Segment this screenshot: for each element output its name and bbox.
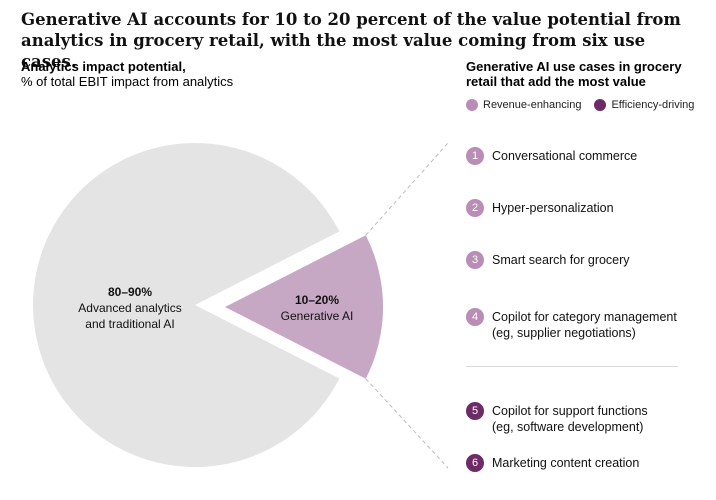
connector-line-bottom: [365, 378, 449, 469]
use-case-line: (eg, supplier negotiations): [492, 326, 636, 340]
use-case-label: Smart search for grocery: [492, 251, 702, 268]
use-case-line: Conversational commerce: [492, 149, 638, 163]
use-case-label: Marketing content creation: [492, 454, 702, 471]
pie-label-advanced-line1: Advanced analytics: [78, 301, 182, 315]
legend: Revenue-enhancing Efficiency-driving: [466, 99, 707, 111]
pie-slice-advanced-analytics: [32, 142, 340, 467]
use-case-line: Copilot for category management: [492, 310, 677, 324]
use-case-1: 1 Conversational commerce: [466, 147, 702, 165]
pie-label-advanced-line2: and traditional AI: [85, 317, 175, 331]
use-case-label: Conversational commerce: [492, 147, 702, 164]
use-case-3: 3 Smart search for grocery: [466, 251, 702, 269]
use-case-number: 2: [466, 199, 484, 217]
use-case-line: Hyper-personalization: [492, 201, 614, 215]
use-case-6: 6 Marketing content creation: [466, 454, 702, 472]
use-case-5: 5 Copilot for support functions (eg, sof…: [466, 402, 702, 435]
legend-label-revenue: Revenue-enhancing: [483, 99, 582, 111]
use-cases-heading: Generative AI use cases in grocery retai…: [466, 59, 682, 89]
use-case-2: 2 Hyper-personalization: [466, 199, 702, 217]
legend-dot-efficiency: [594, 99, 607, 111]
chart-unit-label: % of total EBIT impact from analytics: [21, 74, 234, 89]
pie-label-generative-ai: 10–20% Generative AI: [262, 292, 372, 324]
page-title: Generative AI accounts for 10 to 20 perc…: [21, 10, 681, 71]
legend-dot-revenue: [466, 99, 478, 111]
use-case-line: Marketing content creation: [492, 456, 640, 470]
use-case-label: Hyper-personalization: [492, 199, 702, 216]
chart-title: Analytics impact potential,: [21, 59, 186, 74]
chart-subtitle: Analytics impact potential, % of total E…: [21, 59, 233, 89]
use-case-number: 1: [466, 147, 484, 165]
use-case-number: 3: [466, 251, 484, 269]
pie-slice-generative-ai: [225, 235, 383, 379]
pie-label-genai-value: 10–20%: [294, 293, 340, 307]
pie-label-advanced-value: 80–90%: [107, 285, 153, 299]
divider: [466, 366, 678, 367]
use-case-number: 5: [466, 402, 484, 420]
use-case-line: Copilot for support functions: [492, 404, 648, 418]
use-case-line: Smart search for grocery: [492, 253, 630, 267]
use-case-number: 4: [466, 308, 484, 326]
use-case-label: Copilot for category management (eg, sup…: [492, 308, 702, 341]
pie-label-genai-line1: Generative AI: [280, 309, 354, 323]
legend-label-efficiency: Efficiency-driving: [611, 99, 695, 111]
use-case-number: 6: [466, 454, 484, 472]
legend-item-revenue: Revenue-enhancing: [466, 99, 581, 111]
use-case-line: (eg, software development): [492, 420, 644, 434]
pie-label-advanced-analytics: 80–90% Advanced analytics and traditiona…: [50, 284, 210, 332]
legend-item-efficiency: Efficiency-driving: [594, 99, 694, 111]
connector-line-top: [365, 142, 449, 236]
use-case-4: 4 Copilot for category management (eg, s…: [466, 308, 702, 341]
use-case-label: Copilot for support functions (eg, softw…: [492, 402, 702, 435]
